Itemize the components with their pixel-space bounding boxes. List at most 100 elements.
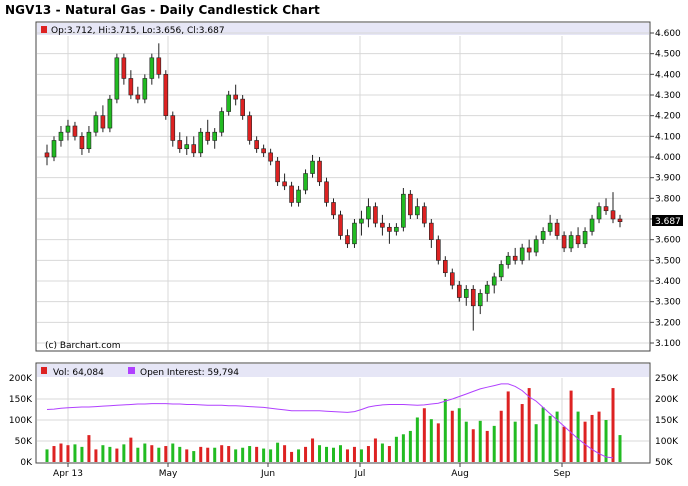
candle-body (463, 288, 469, 298)
volume-bar (332, 447, 335, 462)
candle-body (51, 140, 57, 158)
volume-bar (499, 410, 503, 462)
candle-body (394, 226, 399, 232)
price-legend-band (37, 23, 649, 35)
candle-body (128, 78, 134, 96)
candle-body (107, 98, 113, 129)
candle-body (470, 288, 476, 307)
volume-bar (157, 447, 161, 462)
candle-body (540, 231, 546, 240)
candle-body (338, 214, 343, 236)
volume-bar (290, 451, 294, 462)
volume-bar (506, 391, 510, 462)
volume-bars (45, 388, 622, 462)
candle-body (477, 293, 483, 307)
x-axis-ticks: Apr 13 May Jun Jul Aug Sep (53, 463, 571, 479)
candle-body (93, 115, 99, 133)
candle-body (212, 131, 218, 141)
price-tick-label: 4.000 (655, 153, 681, 163)
oi-legend-swatch (128, 367, 135, 374)
volume-bar (471, 429, 475, 462)
candle-body (65, 125, 71, 133)
volume-bar (220, 445, 224, 462)
candle-body (456, 284, 462, 298)
price-tick-label: 4.500 (655, 50, 681, 60)
volume-bar (52, 446, 56, 462)
volume-bar (283, 445, 287, 462)
volume-bar (178, 446, 182, 462)
candle-body (58, 131, 64, 141)
candle-body (443, 260, 448, 274)
volume-bar (80, 446, 84, 462)
volume-bar (548, 415, 552, 462)
volume-bar (164, 446, 168, 462)
volume-bar (562, 426, 566, 462)
candle-body (610, 210, 616, 220)
open-interest-legend: Open Interest: 59,794 (140, 368, 239, 378)
volume-bar (436, 423, 440, 462)
candle-body (505, 255, 511, 265)
volume-bar (359, 449, 363, 462)
candle-body (303, 173, 308, 191)
oi-tick-label-right: 250K (655, 374, 679, 384)
x-tick-label: Apr 13 (53, 469, 83, 479)
candle-body (261, 148, 266, 154)
volume-bar (122, 444, 126, 462)
volume-tick-label-left: 0K (20, 458, 33, 468)
candle-body (484, 284, 490, 294)
ohlc-legend-swatch (41, 26, 47, 33)
volume-bar (143, 443, 147, 462)
volume-bar (380, 443, 384, 462)
volume-bar (618, 435, 622, 462)
candle-body (582, 231, 588, 245)
volume-bar (373, 438, 377, 462)
volume-bar (129, 437, 133, 462)
volume-bar (422, 408, 426, 462)
candle-body (436, 239, 441, 261)
price-tick-label: 3.100 (655, 339, 681, 349)
oi-tick-label-right: 200K (655, 395, 679, 405)
candle-body (387, 226, 392, 232)
volume-bar (352, 446, 356, 462)
volume-bar (192, 451, 196, 462)
price-tick-label: 4.400 (655, 70, 681, 80)
oi-tick-label-right: 100K (655, 437, 679, 447)
volume-bar (185, 449, 189, 462)
volume-bar (576, 411, 580, 462)
volume-bar (150, 445, 154, 462)
price-tick-label: 3.800 (655, 194, 681, 204)
volume-legend: Vol: 64,084 (53, 368, 104, 378)
volume-bar (366, 446, 370, 462)
candle-body (561, 235, 567, 249)
candle-body (589, 218, 595, 232)
candle-body (491, 276, 497, 286)
volume-bar (136, 447, 140, 462)
volume-bar (415, 417, 419, 462)
candle-body (135, 94, 141, 100)
candle-body (331, 202, 336, 216)
candle-body (429, 222, 434, 240)
candle-body (554, 222, 560, 236)
candle-body (401, 193, 406, 228)
candle-body (324, 181, 329, 203)
x-tick-label: Aug (451, 469, 469, 479)
candle-body (79, 136, 85, 150)
candle-body (247, 115, 252, 141)
candle-body (226, 94, 231, 112)
x-tick-label: Jun (260, 469, 275, 479)
price-tick-label: 3.400 (655, 277, 681, 287)
volume-bar (255, 446, 259, 462)
candle-body (596, 206, 602, 220)
volume-bar (590, 414, 594, 462)
x-tick-label: Jul (354, 469, 366, 479)
candle-body (422, 206, 427, 224)
last-price-label: 3.687 (655, 217, 681, 227)
volume-bar (66, 445, 70, 462)
volume-bar (87, 435, 91, 462)
volume-bar (206, 447, 210, 462)
candle-body (254, 140, 259, 150)
volume-legend-band (37, 364, 649, 377)
candle-body (526, 247, 532, 253)
x-tick-label: May (159, 469, 178, 479)
